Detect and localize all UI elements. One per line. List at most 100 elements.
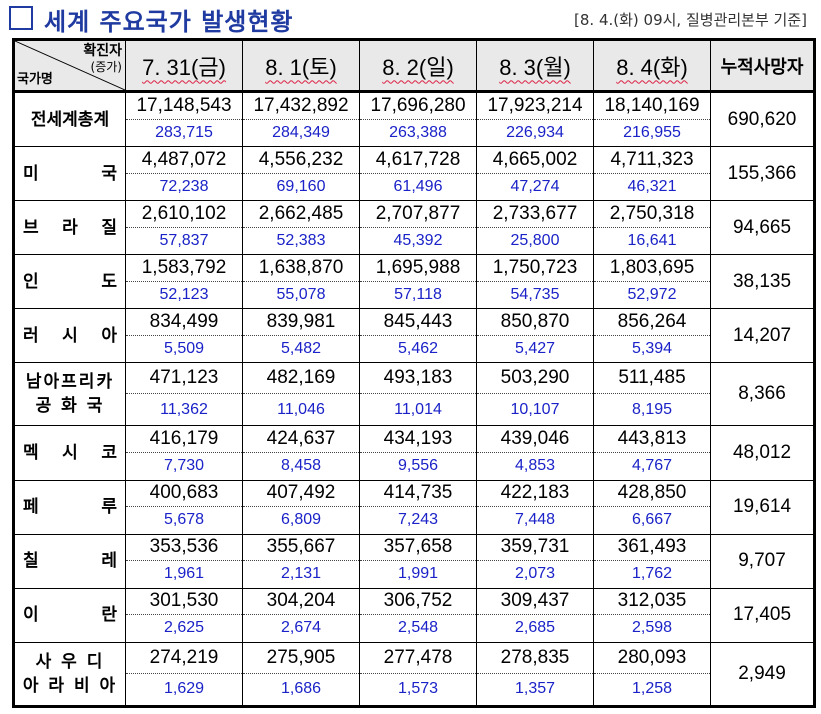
daily-cell-content: 4,556,232 69,160 [243, 148, 359, 200]
confirmed-increase: 11,362 [160, 400, 208, 418]
confirmed-increase: 226,934 [506, 123, 564, 141]
cumulative-deaths: 17,405 [710, 587, 815, 643]
daily-cell-content: 4,711,323 46,321 [594, 148, 710, 200]
daily-cell: 278,835 1,357 [476, 641, 594, 708]
daily-cell-content: 312,035 2,598 [594, 589, 710, 641]
confirmed-total: 301,530 [126, 589, 242, 616]
confirmed-total: 18,140,169 [594, 93, 710, 120]
confirmed-increase: 55,078 [276, 286, 326, 304]
daily-cell-content: 2,750,318 16,641 [594, 202, 710, 254]
country-name: 러 시 아 [13, 308, 126, 364]
confirmed-total: 1,695,988 [360, 256, 476, 282]
confirmed-increase: 1,961 [163, 565, 205, 583]
daily-cell-content: 1,583,792 52,123 [126, 256, 242, 308]
confirmed-increase: 284,349 [272, 123, 330, 141]
table-row: 남아프리카 공 화 국 471,123 11,362 482,169 11,046 493,… [13, 362, 815, 427]
confirmed-increase: 2,548 [397, 619, 439, 637]
daily-cell: 357,658 1,991 [359, 533, 477, 589]
confirmed-total: 312,035 [594, 589, 710, 616]
daily-cell: 443,813 4,767 [593, 425, 711, 481]
confirmed-increase: 69,160 [276, 178, 326, 196]
daily-cell: 428,850 6,667 [593, 479, 711, 535]
confirmed-total: 274,219 [126, 643, 242, 674]
daily-cell-content: 361,493 1,762 [594, 535, 710, 587]
daily-cell-content: 443,813 4,767 [594, 427, 710, 479]
daily-cell: 1,803,695 52,972 [593, 254, 711, 310]
date-header: 8. 2(일) [359, 39, 477, 93]
daily-cell-content: 306,752 2,548 [360, 589, 476, 641]
table-body: 전세계총계 17,148,543 283,715 17,432,892 284,349 1… [13, 90, 815, 708]
daily-cell: 301,530 2,625 [125, 587, 243, 643]
daily-cell: 17,148,543 283,715 [125, 90, 243, 148]
table-row: 칠 레 353,536 1,961 355,667 2,131 357,658 1,991 3… [13, 533, 815, 589]
table-row: 인 도 1,583,792 52,123 1,638,870 55,078 1,695,9… [13, 254, 815, 310]
confirmed-increase: 72,238 [159, 178, 209, 196]
daily-cell: 355,667 2,131 [242, 533, 360, 589]
daily-cell-content: 400,683 5,678 [126, 481, 242, 533]
daily-cell-content: 2,662,485 52,383 [243, 202, 359, 254]
daily-cell-content: 407,492 6,809 [243, 481, 359, 533]
confirmed-total: 482,169 [243, 364, 359, 395]
daily-cell-content: 277,478 1,573 [360, 643, 476, 705]
confirmed-total: 416,179 [126, 427, 242, 453]
confirmed-total: 17,432,892 [243, 93, 359, 120]
daily-cell: 850,870 5,427 [476, 308, 594, 364]
cumulative-deaths: 19,614 [710, 479, 815, 535]
confirmed-total: 1,803,695 [594, 256, 710, 282]
confirmed-total: 1,750,723 [477, 256, 593, 282]
confirmed-increase: 5,394 [631, 340, 673, 358]
daily-cell-content: 278,835 1,357 [477, 643, 593, 705]
table-row: 미 국 4,487,072 72,238 4,556,232 69,160 4,617,7… [13, 146, 815, 202]
confirmed-total: 2,707,877 [360, 202, 476, 228]
confirmed-total: 422,183 [477, 481, 593, 508]
daily-cell-content: 4,617,728 61,496 [360, 148, 476, 200]
daily-cell-content: 17,696,280 263,388 [360, 93, 476, 146]
country-header: 국가명 [17, 72, 53, 87]
confirmed-increase: 52,972 [627, 286, 677, 304]
country-name: 페 루 [13, 479, 126, 535]
daily-cell: 1,583,792 52,123 [125, 254, 243, 310]
confirmed-increase: 47,274 [510, 178, 560, 196]
table-row: 멕 시 코 416,179 7,730 424,637 8,458 434,193 9,55… [13, 425, 815, 481]
table-row: 이 란 301,530 2,625 304,204 2,674 306,752 2,548 3… [13, 587, 815, 643]
daily-cell-content: 856,264 5,394 [594, 310, 710, 362]
daily-cell-content: 511,485 8,195 [594, 364, 710, 425]
confirmed-total: 407,492 [243, 481, 359, 508]
confirmed-increase: 4,853 [514, 457, 556, 475]
daily-cell: 2,707,877 45,392 [359, 200, 477, 256]
daily-cell: 845,443 5,462 [359, 308, 477, 364]
confirmed-total: 471,123 [126, 364, 242, 395]
checkbox-square-icon [9, 6, 33, 30]
confirmed-total: 2,750,318 [594, 202, 710, 228]
daily-cell-content: 850,870 5,427 [477, 310, 593, 362]
daily-cell: 416,179 7,730 [125, 425, 243, 481]
daily-cell: 306,752 2,548 [359, 587, 477, 643]
confirmed-increase: 4,767 [631, 457, 673, 475]
confirmed-total: 277,478 [360, 643, 476, 674]
country-name-text: 브 라 질 [23, 217, 117, 238]
daily-cell: 439,046 4,853 [476, 425, 594, 481]
confirmed-total: 280,093 [594, 643, 710, 674]
confirmed-total: 17,923,214 [477, 93, 593, 120]
confirmed-total: 850,870 [477, 310, 593, 336]
daily-cell-content: 422,183 7,448 [477, 481, 593, 533]
confirmed-increase: 8,195 [631, 400, 673, 418]
confirmed-increase: 11,014 [394, 400, 442, 418]
daily-cell-content: 17,148,543 283,715 [126, 93, 242, 146]
daily-cell-content: 416,179 7,730 [126, 427, 242, 479]
country-name-text: 페 루 [23, 497, 117, 518]
country-name-text: 멕 시 코 [23, 442, 117, 463]
daily-cell-content: 1,803,695 52,972 [594, 256, 710, 308]
daily-cell-content: 275,905 1,686 [243, 643, 359, 705]
country-name-line: 공 화 국 [35, 396, 105, 417]
confirmed-increase: 46,321 [627, 178, 677, 196]
date-header: 8. 3(월) [476, 39, 594, 93]
daily-cell: 1,638,870 55,078 [242, 254, 360, 310]
daily-cell: 361,493 1,762 [593, 533, 711, 589]
confirmed-increase: 2,685 [514, 619, 556, 637]
confirmed-increase: 11,046 [277, 400, 325, 418]
date-header: 7. 31(금) [125, 39, 243, 93]
daily-cell: 1,750,723 54,735 [476, 254, 594, 310]
daily-cell: 834,499 5,509 [125, 308, 243, 364]
daily-cell-content: 424,637 8,458 [243, 427, 359, 479]
